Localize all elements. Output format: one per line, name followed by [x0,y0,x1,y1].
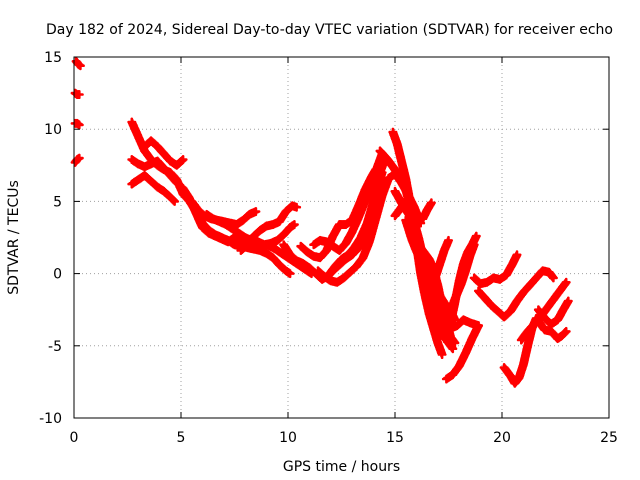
series-markers [70,88,84,99]
chart-title: Day 182 of 2024, Sidereal Day-to-day VTE… [46,22,613,38]
y-tick-label: 15 [44,50,62,66]
x-tick-label: 20 [493,430,511,446]
series-markers [418,198,436,224]
x-tick-label: 0 [70,430,79,446]
series-markers [127,170,180,206]
series-pass-23 [469,250,522,289]
series-markers [426,235,453,287]
x-tick-label: 10 [279,430,297,446]
series-pass-18 [418,198,436,224]
x-tick-label: 5 [177,430,186,446]
x-axis-label: GPS time / hours [283,459,400,475]
plot-frame [73,56,610,419]
series-pass-21 [446,240,479,315]
grid [74,57,609,418]
series-markers [70,118,84,130]
y-tick-label: 5 [53,194,62,210]
series-markers [71,56,85,71]
y-tick-label: -10 [39,411,62,427]
series-pass-22 [441,321,483,384]
axis-ticks: 0 5 10 15 20 25 -10 -5 0 5 10 15 [39,50,618,446]
series-pass-4 [140,136,188,170]
y-axis-label: SDTVAR / TECUs [6,180,22,295]
y-tick-label: 10 [44,122,62,138]
series-markers [469,250,522,289]
series-markers [533,296,573,329]
series-pass-0c [70,118,84,130]
series-markers [236,201,302,255]
series-pass-0d [70,153,84,167]
series-pass-24 [474,266,558,322]
series-pass-0a [71,56,85,71]
series-pass-3 [127,170,180,206]
x-tick-label: 25 [600,430,618,446]
data-series [70,56,573,388]
series-markers [441,321,483,384]
series-pass-0b [70,88,84,99]
y-tick-label: 0 [53,267,62,283]
series-pass-27 [533,296,573,329]
x-tick-label: 15 [386,430,404,446]
series-markers [446,240,479,315]
y-tick-label: -5 [48,339,62,355]
series-markers [140,136,188,170]
series-markers [474,266,558,322]
series-markers [70,153,84,167]
series-pass-19 [426,235,453,287]
series-pass-7 [236,201,302,255]
